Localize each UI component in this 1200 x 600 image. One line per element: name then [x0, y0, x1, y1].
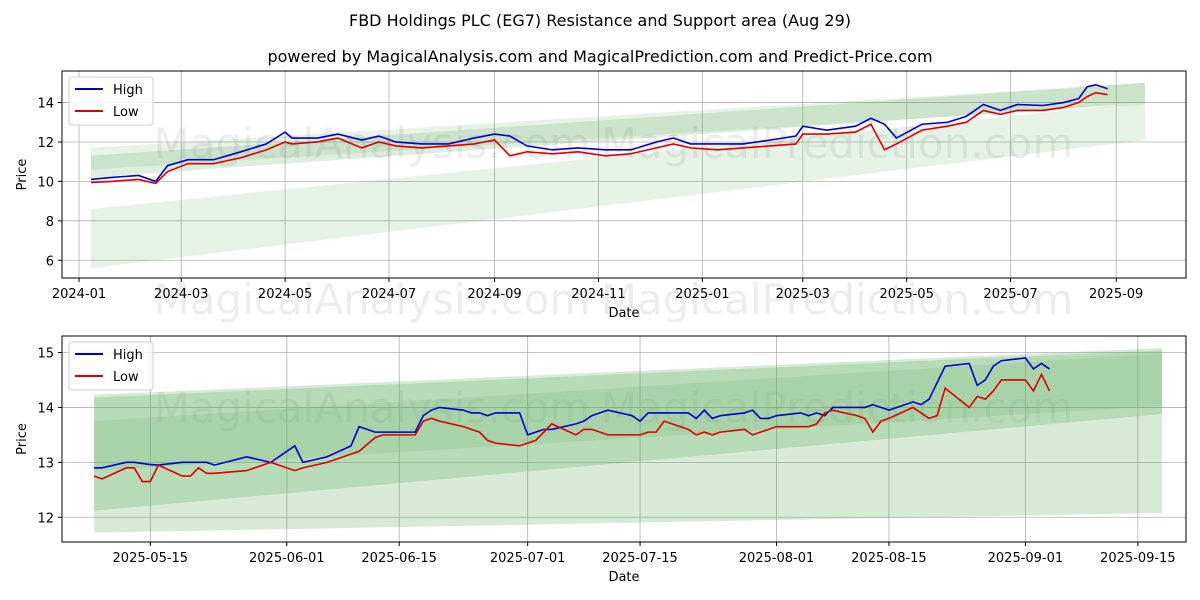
- chart-title: FBD Holdings PLC (EG7) Resistance and Su…: [349, 11, 851, 30]
- axes-frame: [61, 335, 1187, 543]
- x-tick-label: 2024-05: [258, 287, 312, 302]
- x-axis-label: Date: [608, 570, 639, 585]
- y-tick-label: 12: [37, 511, 54, 526]
- watermark-analysis: MagicalAnalysis.com: [154, 384, 591, 433]
- x-tick-label: 2025-08-01: [739, 551, 815, 566]
- x-tick-label: 2025-09: [1089, 287, 1143, 302]
- x-tick-label: 2024-03: [154, 287, 208, 302]
- band-3: [90, 82, 1146, 178]
- legend-label-high: High: [113, 83, 143, 98]
- watermark-analysis-lower: MagicalAnalysis.com: [154, 275, 591, 324]
- watermark-analysis: MagicalAnalysis.com: [154, 119, 591, 168]
- axes-frame: [61, 70, 1187, 279]
- x-tick-label: 2025-09-15: [1100, 551, 1176, 566]
- x-tick-label: 2025-06-01: [249, 551, 325, 566]
- x-tick-label: 2025-05: [880, 287, 934, 302]
- legend-label-low: Low: [113, 105, 139, 120]
- y-tick-label: 12: [37, 136, 54, 151]
- y-tick-label: 13: [37, 456, 54, 471]
- x-tick-label: 2024-07: [362, 287, 416, 302]
- top-chart-panel: MagicalAnalysis.com MagicalPrediction.com…: [15, 70, 1187, 324]
- x-tick-label: 2025-07-15: [602, 551, 678, 566]
- y-axis-label: Price: [15, 423, 30, 455]
- legend-label-high: High: [113, 348, 143, 363]
- series-line-low: [90, 91, 1108, 185]
- y-tick-label: 8: [46, 215, 54, 230]
- x-tick-label: 2025-07-01: [490, 551, 566, 566]
- y-tick-label: 14: [37, 401, 54, 416]
- y-tick-label: 14: [37, 97, 54, 112]
- y-axis-label: Price: [15, 159, 30, 191]
- x-tick-label: 2025-03: [776, 287, 830, 302]
- series-line-high: [90, 83, 1108, 183]
- series-lines: [93, 357, 1051, 483]
- bottom-chart-panel: MagicalAnalysis.com MagicalPrediction.com…: [15, 335, 1187, 585]
- y-tick-label: 15: [37, 346, 54, 361]
- x-axis-label: Date: [608, 306, 639, 321]
- watermark-prediction-lower: MagicalPrediction.com: [601, 275, 1074, 324]
- chart-subtitle: powered by MagicalAnalysis.com and Magic…: [267, 47, 932, 66]
- band-1: [94, 348, 1162, 533]
- x-tick-label: 2025-08-15: [851, 551, 927, 566]
- support-resistance-bands: [94, 348, 1162, 533]
- band-2: [94, 350, 1162, 511]
- x-tick-label: 2024-01: [52, 287, 106, 302]
- watermark-prediction: MagicalPrediction.com: [601, 119, 1074, 168]
- x-tick-label: 2025-06-15: [361, 551, 437, 566]
- x-tick-label: 2025-07: [983, 287, 1037, 302]
- x-tick-label: 2025-01: [675, 287, 729, 302]
- band-3: [94, 353, 1162, 471]
- y-tick-label: 6: [46, 254, 54, 269]
- x-tick-label: 2024-09: [467, 287, 521, 302]
- series-lines: [90, 83, 1108, 185]
- x-tick-label: 2025-05-15: [113, 551, 189, 566]
- band-2: [90, 82, 1146, 170]
- legend-label-low: Low: [113, 370, 139, 385]
- x-tick-label: 2024-11: [571, 287, 625, 302]
- x-tick-label: 2025-09-01: [988, 551, 1064, 566]
- series-line-low: [93, 372, 1051, 483]
- y-tick-label: 10: [37, 175, 54, 190]
